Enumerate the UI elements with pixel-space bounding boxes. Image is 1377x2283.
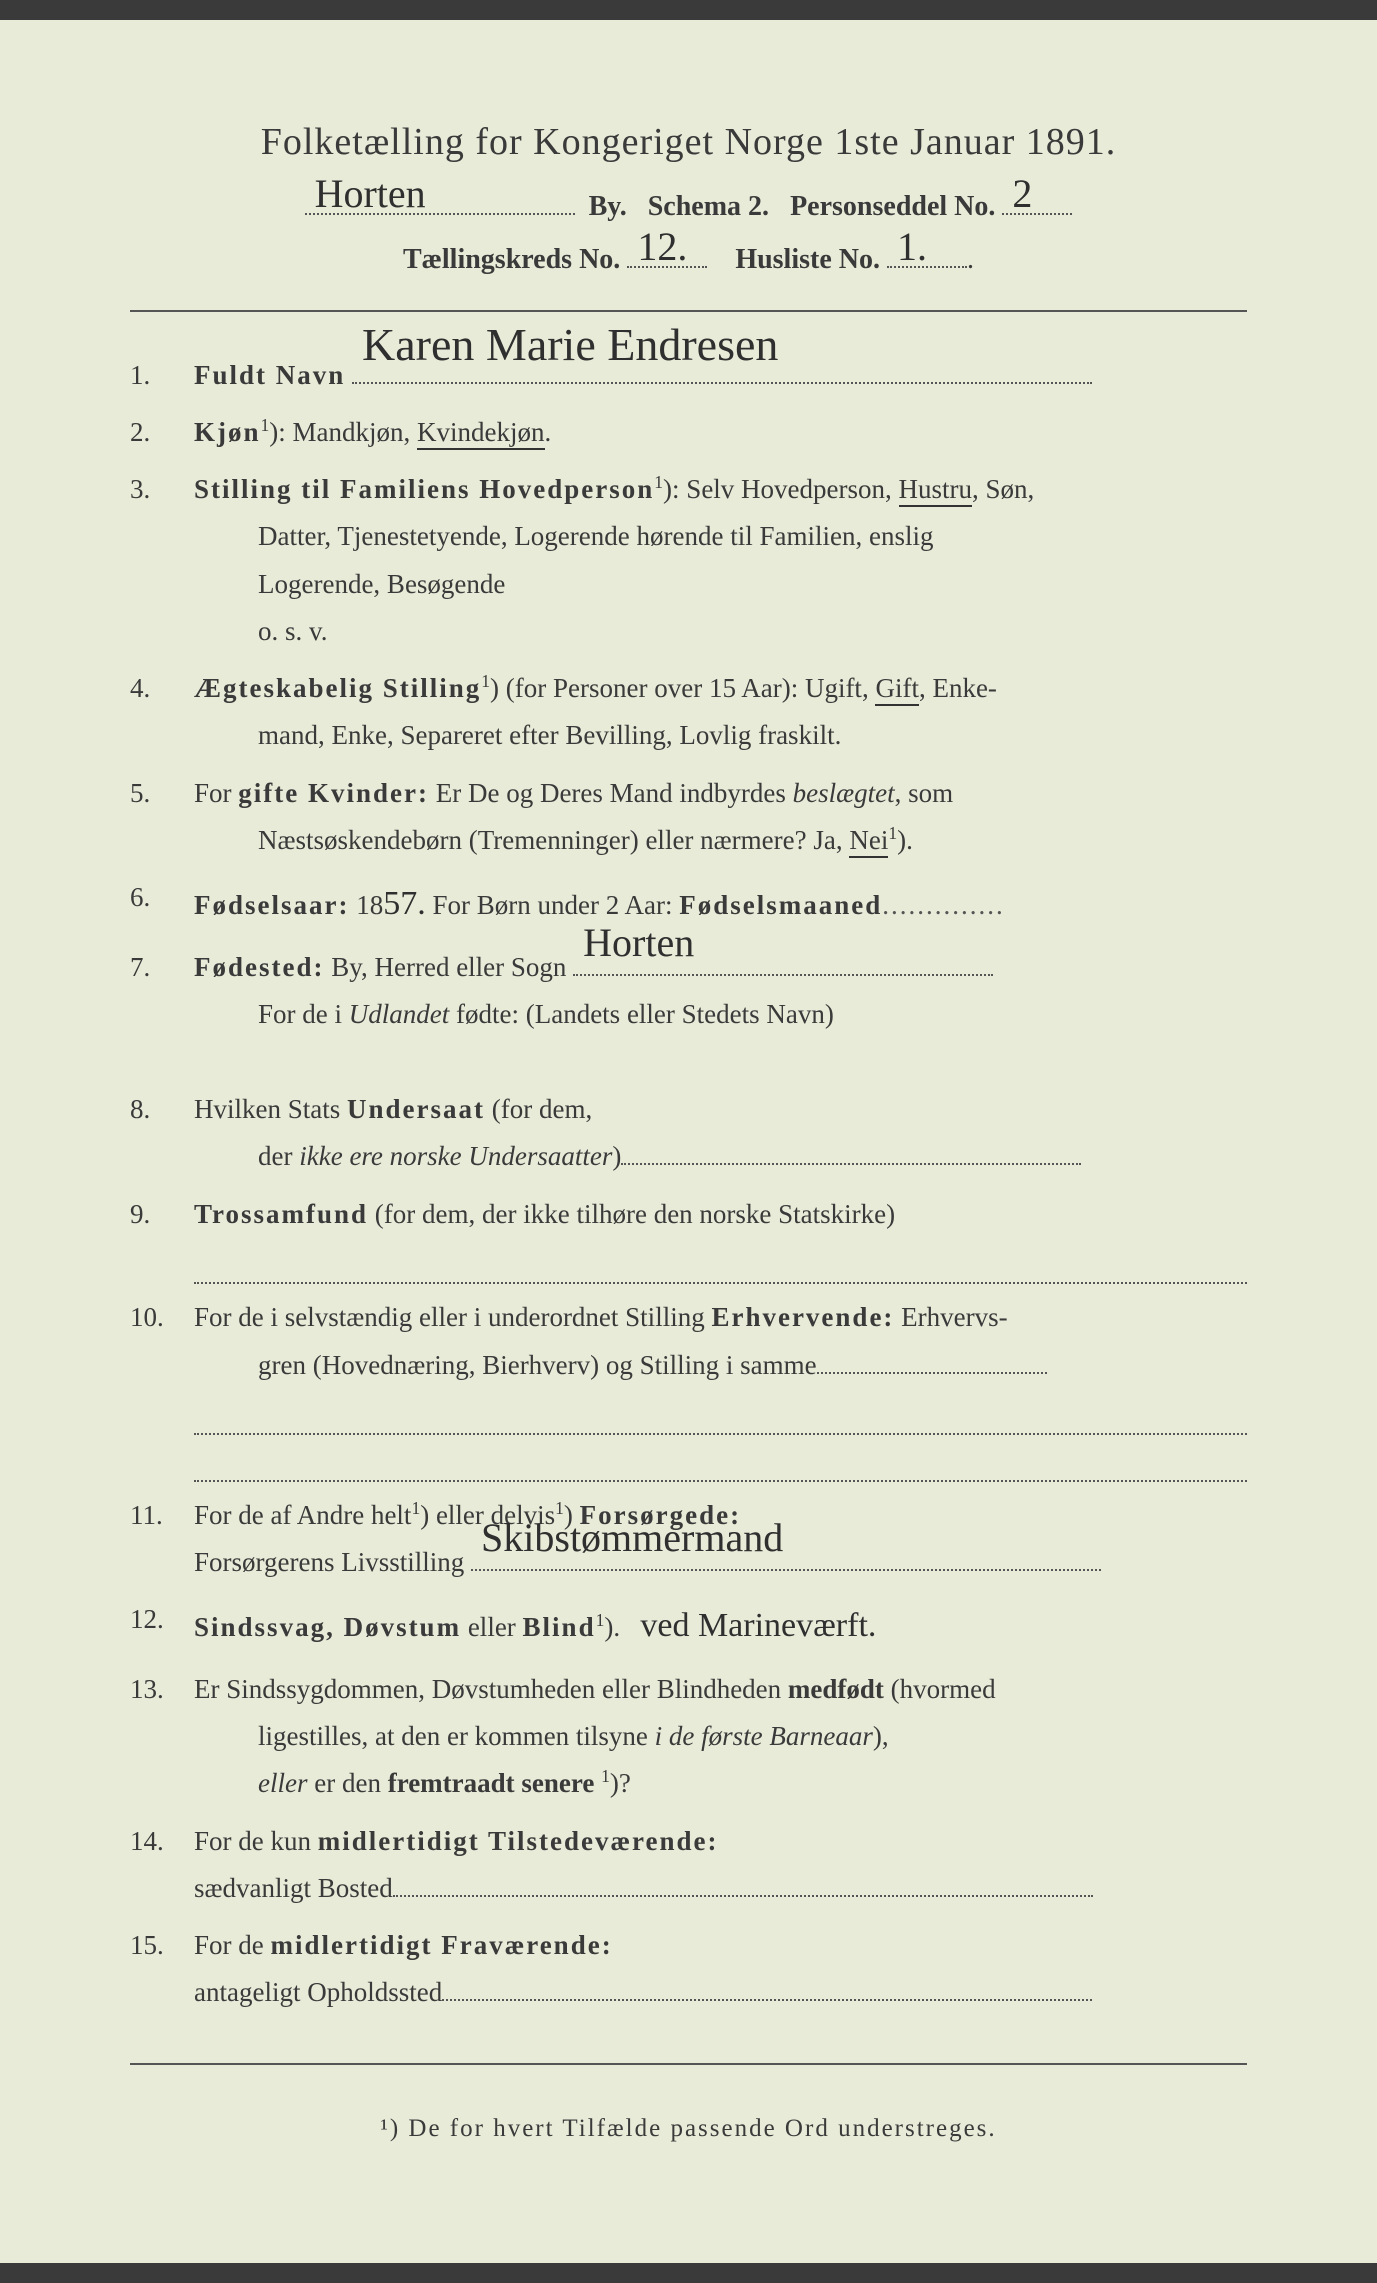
item-5-label: gifte Kvinder: bbox=[238, 778, 429, 808]
by-field: Horten bbox=[305, 184, 575, 215]
birthplace-field: Horten bbox=[573, 946, 993, 976]
item-14-num: 14. bbox=[130, 1818, 194, 1913]
by-value: Horten bbox=[315, 170, 426, 217]
item-3-num: 3. bbox=[130, 466, 194, 655]
item-2: 2. Kjøn1): Mandkjøn, Kvindekjøn. bbox=[130, 409, 1247, 456]
item-10: 10. For de i selvstændig eller i underor… bbox=[130, 1294, 1247, 1482]
name-value: Karen Marie Endresen bbox=[362, 305, 778, 386]
item-7-label: Fødested: bbox=[194, 952, 324, 982]
item-8-label: Undersaat bbox=[347, 1094, 485, 1124]
item-12-num: 12. bbox=[130, 1596, 194, 1656]
spacer bbox=[130, 1048, 1247, 1076]
kreds-label: Tællingskreds No. bbox=[403, 244, 620, 275]
item-1-label: Fuldt Navn bbox=[194, 360, 345, 390]
by-label: By. bbox=[589, 191, 627, 222]
personseddel-field: 2 bbox=[1002, 184, 1072, 215]
item-8-num: 8. bbox=[130, 1086, 194, 1181]
item-5: 5. For gifte Kvinder: Er De og Deres Man… bbox=[130, 770, 1247, 865]
item-10-line2: gren (Hovednæring, Bierhverv) og Stillin… bbox=[194, 1342, 817, 1389]
item-2-label: Kjøn bbox=[194, 417, 261, 447]
item-15: 15. For de midlertidigt Fraværende: anta… bbox=[130, 1922, 1247, 2017]
item-4-label: Ægteskabelig Stilling bbox=[194, 673, 481, 703]
schema-label: Schema 2. bbox=[648, 191, 769, 222]
item-4-selected: Gift bbox=[875, 673, 919, 706]
item-15-field bbox=[442, 1972, 1092, 2002]
form-subheader-1: Horten By. Schema 2. Personseddel No. 2 bbox=[130, 184, 1247, 223]
item-9-field bbox=[194, 1244, 1247, 1285]
item-3-line3: Logerende, Besøgende bbox=[194, 561, 1247, 608]
item-8-field bbox=[621, 1136, 1081, 1166]
item-15-label: midlertidigt Fraværende: bbox=[271, 1930, 613, 1960]
item-9-label: Trossamfund bbox=[194, 1199, 368, 1229]
item-14-line2: sædvanligt Bosted bbox=[194, 1873, 393, 1903]
item-10-label: Erhvervende: bbox=[711, 1302, 894, 1332]
item-4-line2: mand, Enke, Separeret efter Bevilling, L… bbox=[194, 712, 1247, 759]
item-12-label: Sindssvag, Døvstum bbox=[194, 1612, 461, 1642]
item-12: 12. Sindssvag, Døvstum eller Blind1). ve… bbox=[130, 1596, 1247, 1656]
item-1-num: 1. bbox=[130, 352, 194, 399]
item-7-num: 7. bbox=[130, 944, 194, 1039]
item-11: 11. For de af Andre helt1) eller delvis1… bbox=[130, 1492, 1247, 1587]
name-field: Karen Marie Endresen bbox=[352, 354, 1092, 384]
husliste-value: 1. bbox=[897, 223, 927, 270]
item-14-field bbox=[393, 1867, 1093, 1897]
item-1: 1. Fuldt Navn Karen Marie Endresen bbox=[130, 352, 1247, 399]
husliste-label: Husliste No. bbox=[735, 244, 880, 275]
item-5-selected: Nei bbox=[849, 825, 888, 858]
item-10-field-a bbox=[194, 1395, 1247, 1436]
item-12-label2: Blind bbox=[523, 1612, 596, 1642]
item-9: 9. Trossamfund (for dem, der ikke tilhør… bbox=[130, 1191, 1247, 1285]
item-11-line2: Forsørgerens Livsstilling bbox=[194, 1547, 464, 1577]
footnote: ¹) De for hvert Tilfælde passende Ord un… bbox=[130, 2115, 1247, 2143]
item-4-num: 4. bbox=[130, 665, 194, 760]
item-14-label: midlertidigt Tilstedeværende: bbox=[318, 1826, 719, 1856]
item-3-label: Stilling til Familiens Hovedperson bbox=[194, 474, 654, 504]
item-3-line2: Datter, Tjenestetyende, Logerende hørend… bbox=[194, 513, 1247, 560]
item-13-num: 13. bbox=[130, 1666, 194, 1808]
question-list: 1. Fuldt Navn Karen Marie Endresen 2. Kj… bbox=[130, 352, 1247, 2017]
item-2-text: : Mandkjøn, bbox=[278, 417, 417, 447]
form-title: Folketælling for Kongeriget Norge 1ste J… bbox=[130, 120, 1247, 164]
personseddel-label: Personseddel No. bbox=[790, 191, 995, 222]
item-2-selected: Kvindekjøn bbox=[417, 417, 545, 450]
form-subheader-2: Tællingskreds No. 12. Husliste No. 1. . bbox=[130, 237, 1247, 276]
provider-field: Skibstømmermand bbox=[471, 1541, 1101, 1571]
item-15-line2: antageligt Opholdssted bbox=[194, 1977, 442, 2007]
item-15-num: 15. bbox=[130, 1922, 194, 2017]
item-6-label: Fødselsaar: bbox=[194, 890, 349, 920]
item-14: 14. For de kun midlertidigt Tilstedevære… bbox=[130, 1818, 1247, 1913]
husliste-field: 1. bbox=[887, 237, 967, 268]
provider-value: Skibstømmermand bbox=[481, 1503, 783, 1573]
item-7: 7. Fødested: By, Herred eller Sogn Horte… bbox=[130, 944, 1247, 1039]
item-5-num: 5. bbox=[130, 770, 194, 865]
item-8: 8. Hvilken Stats Undersaat (for dem, der… bbox=[130, 1086, 1247, 1181]
birthyear-value: 57. bbox=[383, 885, 426, 922]
birthplace-value: Horten bbox=[583, 908, 694, 978]
item-13: 13. Er Sindssygdommen, Døvstumheden elle… bbox=[130, 1666, 1247, 1808]
item-4: 4. Ægteskabelig Stilling1) (for Personer… bbox=[130, 665, 1247, 760]
item-12-value: ved Marineværft. bbox=[640, 1607, 876, 1644]
item-3-selected: Hustru bbox=[899, 474, 973, 507]
census-form-page: Folketælling for Kongeriget Norge 1ste J… bbox=[0, 20, 1377, 2263]
kreds-value: 12. bbox=[637, 223, 687, 270]
item-3-line4: o. s. v. bbox=[194, 608, 1247, 655]
item-3: 3. Stilling til Familiens Hovedperson1):… bbox=[130, 466, 1247, 655]
kreds-field: 12. bbox=[627, 237, 707, 268]
item-9-num: 9. bbox=[130, 1191, 194, 1285]
item-11-num: 11. bbox=[130, 1492, 194, 1587]
item-10-field-b bbox=[194, 1441, 1247, 1482]
item-6-label2: Fødselsmaaned bbox=[679, 890, 882, 920]
divider-bottom bbox=[130, 2063, 1247, 2065]
item-6-num: 6. bbox=[130, 874, 194, 934]
item-2-num: 2. bbox=[130, 409, 194, 456]
item-10-num: 10. bbox=[130, 1294, 194, 1482]
personseddel-value: 2 bbox=[1012, 170, 1032, 217]
